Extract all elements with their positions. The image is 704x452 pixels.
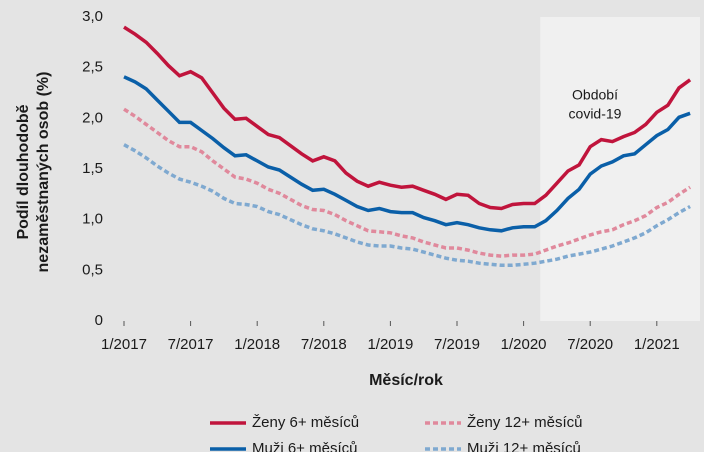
y-axis-title: nezaměstnaných osob (%): [35, 72, 52, 273]
legend-label: Muži 12+ měsíců: [467, 440, 581, 452]
x-tick-label: 1/2021: [634, 336, 680, 353]
x-tick-label: 1/2017: [101, 336, 147, 353]
y-tick-label: 1,0: [82, 211, 103, 228]
x-tick-label: 7/2018: [301, 336, 347, 353]
covid-shade: [540, 17, 700, 321]
y-tick-label: 2,0: [82, 109, 103, 126]
x-tick-label: 7/2017: [168, 336, 214, 353]
y-axis-title: Podíl dlouhodobě: [15, 104, 32, 239]
y-tick-label: 1,5: [82, 160, 103, 177]
annotation: Období: [572, 87, 618, 103]
legend-label: Muži 6+ měsíců: [252, 440, 357, 452]
series-line: [123, 143, 691, 268]
series-line: [123, 25, 692, 211]
legend-label: Ženy 6+ měsíců: [252, 414, 359, 431]
y-tick-label: 0,5: [82, 261, 103, 278]
x-axis-title: Měsíc/rok: [369, 372, 443, 389]
legend-label: Ženy 12+ měsíců: [467, 414, 582, 431]
y-tick-label: 2,5: [82, 59, 103, 76]
x-tick-label: 7/2019: [434, 336, 480, 353]
x-tick-label: 1/2020: [501, 336, 547, 353]
x-tick-label: 7/2020: [567, 336, 613, 353]
y-tick-label: 0: [95, 312, 103, 329]
y-tick-label: 3,0: [82, 8, 103, 25]
series-line: [123, 107, 692, 258]
x-tick-label: 1/2019: [367, 336, 413, 353]
annotation: covid-19: [569, 106, 622, 122]
series-line: [123, 75, 691, 233]
x-tick-label: 1/2018: [234, 336, 280, 353]
